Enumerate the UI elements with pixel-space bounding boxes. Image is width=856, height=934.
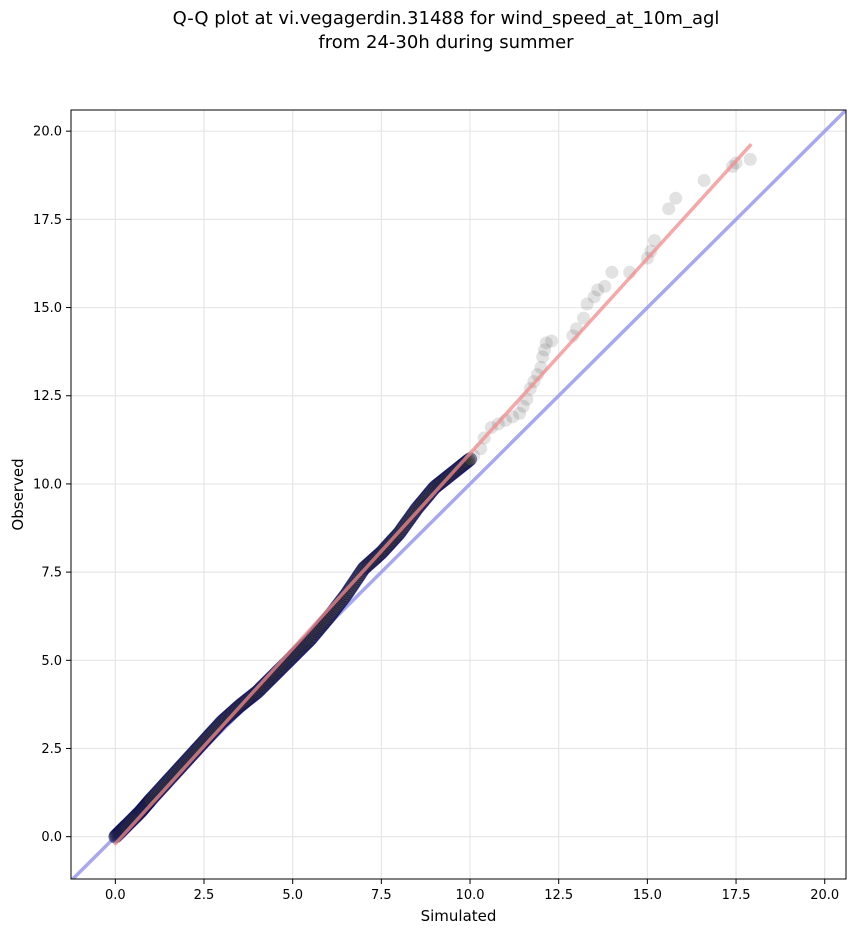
data-point — [303, 632, 318, 647]
data-point — [580, 297, 594, 311]
y-tick-label: 15.0 — [33, 301, 62, 316]
data-point — [408, 503, 423, 518]
data-point — [598, 279, 612, 293]
chart-title-line-2: from 24-30h during summer — [318, 32, 574, 53]
data-point — [409, 501, 424, 516]
data-point — [218, 711, 233, 726]
data-point — [302, 633, 317, 648]
data-point — [455, 458, 470, 473]
data-point — [456, 457, 471, 472]
data-point — [516, 399, 530, 413]
y-tick-label: 7.5 — [41, 566, 62, 581]
x-axis-label: Simulated — [421, 907, 497, 925]
data-point — [305, 629, 320, 644]
data-point — [219, 710, 234, 725]
chart-title-line-1: Q-Q plot at vi.vegagerdin.31488 for wind… — [172, 8, 720, 29]
x-tick-label: 0.0 — [105, 888, 126, 903]
points — [108, 152, 757, 844]
fit-line — [113, 143, 752, 846]
data-point — [304, 630, 319, 645]
y-tick-label: 20.0 — [33, 125, 62, 140]
data-point — [413, 497, 428, 512]
y-tick-label: 17.5 — [33, 213, 62, 228]
data-point — [412, 498, 427, 513]
data-point — [545, 334, 559, 348]
y-tick-label: 0.0 — [41, 830, 62, 845]
x-tick-label: 10.0 — [456, 888, 485, 903]
data-point — [743, 152, 757, 166]
data-point — [247, 687, 262, 702]
y-tick-label: 12.5 — [33, 389, 62, 404]
fit-line-layer — [113, 143, 752, 846]
data-point — [536, 350, 550, 364]
data-point — [539, 336, 553, 350]
data-point — [433, 475, 448, 490]
data-point — [343, 580, 358, 595]
data-point — [432, 476, 447, 491]
data-point — [669, 191, 683, 205]
data-point — [222, 708, 237, 723]
data-point — [644, 244, 658, 258]
data-point — [605, 265, 619, 279]
plot-frame — [70, 109, 847, 880]
data-point — [587, 290, 601, 304]
data-point — [647, 234, 661, 248]
x-tick-label: 5.0 — [282, 888, 303, 903]
data-point — [697, 174, 711, 188]
data-point — [454, 459, 469, 474]
data-point — [411, 500, 426, 515]
data-point — [538, 343, 552, 357]
data-point — [591, 283, 605, 297]
x-tick-label: 20.0 — [810, 888, 839, 903]
y-tick-label: 10.0 — [33, 477, 62, 492]
y-ticks: 0.0 2.5 5.0 7.5 10.0 12.5 15.0 17.5 20.0 — [33, 125, 71, 845]
data-point — [342, 582, 357, 597]
x-ticks: 0.0 2.5 5.0 7.5 10.0 12.5 15.0 17.5 20.0 — [105, 879, 839, 903]
y-axis-label: Observed — [9, 458, 27, 530]
data-point — [221, 709, 236, 724]
x-tick-label: 15.0 — [633, 888, 662, 903]
x-tick-label: 7.5 — [371, 888, 392, 903]
data-point — [577, 311, 591, 325]
data-point — [246, 688, 261, 703]
data-point — [662, 202, 676, 216]
x-tick-label: 12.5 — [544, 888, 573, 903]
y-tick-label: 2.5 — [41, 742, 62, 757]
y-tick-label: 5.0 — [41, 654, 62, 669]
x-tick-label: 2.5 — [194, 888, 215, 903]
data-point — [513, 406, 527, 420]
data-point — [506, 410, 520, 424]
x-tick-label: 17.5 — [722, 888, 751, 903]
